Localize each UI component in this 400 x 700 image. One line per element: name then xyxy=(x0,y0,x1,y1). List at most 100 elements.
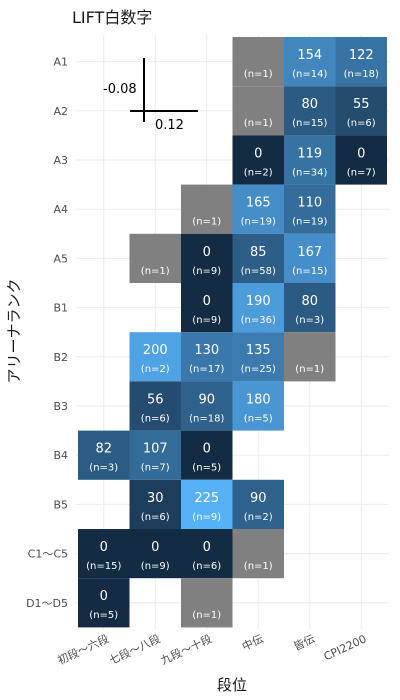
heatmap-cell: 0 (n=5) xyxy=(181,430,233,480)
cell-count-label: (n=7) xyxy=(141,463,170,474)
heatmap-cell-rect xyxy=(129,381,181,431)
heatmap-cell-rect xyxy=(181,578,233,628)
heatmap-cell-rect xyxy=(181,529,233,579)
cell-value-label: 122 xyxy=(349,48,374,63)
cell-count-label: (n=15) xyxy=(292,266,327,277)
heatmap-cell: 135 (n=25) xyxy=(232,332,284,382)
cell-layer: (n=1) 154 (n=14) 122 (n=18) (n=1) 80 (n=15) 55 (n… xyxy=(78,37,387,628)
heatmap-cell: 154 (n=14) xyxy=(284,37,336,87)
heatmap-cell-rect xyxy=(284,37,336,87)
cell-value-label: 107 xyxy=(143,442,168,457)
cell-count-label: (n=6) xyxy=(141,413,170,424)
cell-count-label: (n=18) xyxy=(189,413,224,424)
cell-count-label: (n=2) xyxy=(244,167,273,178)
y-axis-title: アリーナランク xyxy=(5,278,23,383)
cell-value-label: 200 xyxy=(143,343,168,358)
heatmap-cell: 0 (n=9) xyxy=(181,283,233,333)
cell-count-label: (n=2) xyxy=(244,512,273,523)
heatmap-cell: (n=1) xyxy=(232,86,284,136)
heatmap-cell: (n=1) xyxy=(232,529,284,579)
cell-value-label: 0 xyxy=(254,146,262,161)
heatmap-cell: 80 (n=3) xyxy=(284,283,336,333)
cell-value-label: 90 xyxy=(198,392,215,407)
heatmap-cell: 90 (n=18) xyxy=(181,381,233,431)
heatmap-cell-rect xyxy=(232,37,284,87)
cell-count-label: (n=19) xyxy=(241,217,276,228)
y-tick-label: A2 xyxy=(53,105,68,118)
cell-value-label: 85 xyxy=(250,245,267,260)
heatmap-cell-rect xyxy=(232,529,284,579)
cell-value-label: 30 xyxy=(147,491,164,506)
cell-count-label: (n=1) xyxy=(192,217,221,228)
heatmap-cell: 165 (n=19) xyxy=(232,184,284,234)
cell-value-label: 56 xyxy=(147,392,164,407)
heatmap-cell: 200 (n=2) xyxy=(129,332,181,382)
cell-value-label: 135 xyxy=(246,343,271,358)
heatmap-cell: 0 (n=9) xyxy=(129,529,181,579)
cell-value-label: 190 xyxy=(246,294,271,309)
heatmap-cell-rect xyxy=(181,332,233,382)
heatmap-cell: 110 (n=19) xyxy=(284,184,336,234)
y-tick-label: A4 xyxy=(53,203,68,216)
heatmap-cell-rect xyxy=(129,430,181,480)
cell-value-label: 154 xyxy=(297,48,322,63)
y-tick-label: C1～C5 xyxy=(28,548,68,561)
heatmap-cell-rect xyxy=(232,135,284,185)
heatmap-cell-rect xyxy=(284,86,336,136)
heatmap-cell: 190 (n=36) xyxy=(232,283,284,333)
cell-count-label: (n=58) xyxy=(241,266,276,277)
heatmap-cell-rect xyxy=(129,332,181,382)
cell-count-label: (n=6) xyxy=(192,561,221,572)
cell-count-label: (n=15) xyxy=(292,118,327,129)
y-tick-label: A5 xyxy=(53,252,68,265)
cell-count-label: (n=14) xyxy=(292,69,327,80)
heatmap-cell-rect xyxy=(284,184,336,234)
y-tick-label: B1 xyxy=(53,302,68,315)
heatmap-cell-rect xyxy=(232,283,284,333)
cell-value-label: 167 xyxy=(297,245,322,260)
cell-value-label: 80 xyxy=(301,294,318,309)
y-tick-label: B3 xyxy=(53,400,68,413)
y-tick-label: B5 xyxy=(53,498,68,511)
heatmap-cell-rect xyxy=(232,479,284,529)
cell-value-label: 0 xyxy=(100,540,108,555)
cell-value-label: 0 xyxy=(151,540,159,555)
heatmap-cell: (n=1) xyxy=(129,233,181,283)
crosshair-annotation: -0.08 0.12 xyxy=(103,58,198,133)
heatmap-cell: 90 (n=2) xyxy=(232,479,284,529)
heatmap-cell: 30 (n=6) xyxy=(129,479,181,529)
y-tick-label: A1 xyxy=(53,56,68,69)
heatmap-cell: 0 (n=2) xyxy=(232,135,284,185)
cell-count-label: (n=9) xyxy=(192,512,221,523)
cell-count-label: (n=3) xyxy=(295,315,324,326)
cell-count-label: (n=9) xyxy=(141,561,170,572)
cell-value-label: 165 xyxy=(246,196,271,211)
heatmap-cell-rect xyxy=(335,37,387,87)
cell-count-label: (n=7) xyxy=(347,167,376,178)
heatmap-cell: 167 (n=15) xyxy=(284,233,336,283)
cell-count-label: (n=1) xyxy=(244,118,273,129)
heatmap-cell-rect xyxy=(181,430,233,480)
chart-title: LIFT白数字 xyxy=(72,8,152,27)
heatmap-cell-rect xyxy=(335,135,387,185)
cell-value-label: 0 xyxy=(203,442,211,457)
cell-count-label: (n=18) xyxy=(344,69,379,80)
cell-value-label: 80 xyxy=(301,97,318,112)
heatmap-cell: 0 (n=5) xyxy=(78,578,130,628)
heatmap-cell: (n=1) xyxy=(181,184,233,234)
cell-value-label: 119 xyxy=(297,146,322,161)
crosshair-horizontal-label: 0.12 xyxy=(155,118,184,133)
cell-count-label: (n=9) xyxy=(192,266,221,277)
heatmap-cell: 0 (n=7) xyxy=(335,135,387,185)
heatmap-cell: 85 (n=58) xyxy=(232,233,284,283)
cell-count-label: (n=5) xyxy=(89,610,118,621)
cell-count-label: (n=19) xyxy=(292,217,327,228)
cell-count-label: (n=9) xyxy=(192,315,221,326)
cell-count-label: (n=6) xyxy=(141,512,170,523)
heatmap-cell-rect xyxy=(284,135,336,185)
cell-count-label: (n=1) xyxy=(295,364,324,375)
cell-value-label: 225 xyxy=(194,491,219,506)
cell-count-label: (n=3) xyxy=(89,463,118,474)
y-tick-label: B4 xyxy=(53,449,68,462)
crosshair-vertical-label: -0.08 xyxy=(103,82,137,97)
